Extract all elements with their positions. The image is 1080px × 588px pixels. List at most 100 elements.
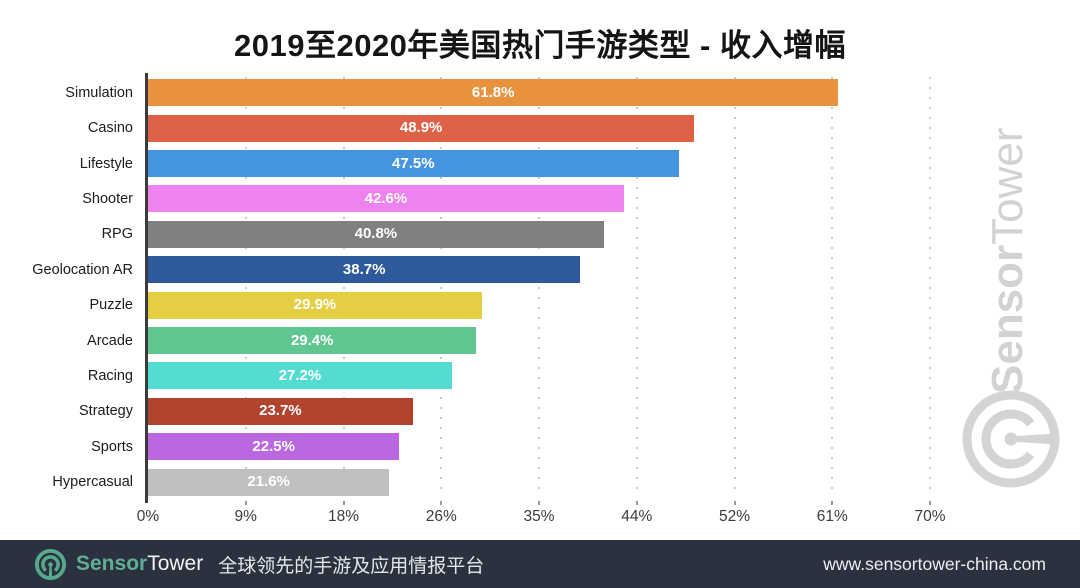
bar-shooter: 42.6% [148, 185, 624, 213]
category-label: Strategy [79, 403, 133, 420]
bar-simulation: 61.8% [148, 79, 839, 107]
tick-mark [733, 501, 736, 505]
gridline [831, 77, 834, 496]
x-tick-label: 26% [425, 508, 457, 525]
bar-geolocation-ar: 38.7% [148, 256, 581, 284]
gridline [538, 77, 540, 496]
footer-brand-bold: Sensor [76, 552, 148, 575]
bar-row: Racing 27.2% [0, 358, 930, 393]
value-label: 29.4% [290, 331, 334, 349]
gridlines [148, 75, 931, 505]
gridline [929, 77, 931, 496]
value-label: 21.6% [247, 473, 290, 491]
bar-row: Geolocation AR 38.7% [0, 252, 930, 287]
category-label: Puzzle [89, 297, 133, 314]
category-label: Racing [87, 367, 133, 384]
x-tick-label: 52% [718, 508, 751, 525]
bar-track: 27.2% [148, 362, 930, 390]
footer-url: www.sensortower-china.com [823, 553, 1046, 574]
bar-track: 48.9% [148, 114, 930, 142]
value-label: 27.2% [278, 367, 322, 385]
value-label: 48.9% [399, 119, 443, 137]
tick-mark [440, 501, 443, 505]
x-tick-label: 44% [621, 508, 653, 525]
category-label: Hypercasual [52, 474, 133, 491]
tick-mark [635, 501, 638, 505]
bar-row: Simulation 61.8% [0, 75, 930, 110]
value-label: 42.6% [364, 190, 408, 208]
bar-row: Arcade 29.4% [0, 323, 930, 358]
bar-row: Shooter 42.6% [0, 181, 930, 216]
bar-track: 38.7% [148, 256, 930, 284]
bar-row: Hypercasual 21.6% [0, 464, 930, 499]
value-label: 23.7% [259, 402, 302, 420]
footer-bar: SensorTower 全球领先的手游及应用情报平台 www.sensortow… [0, 540, 1080, 588]
gridline [440, 77, 443, 496]
bar-puzzle: 29.9% [148, 291, 483, 319]
bar-lifestyle: 47.5% [148, 150, 679, 178]
gridline [342, 77, 345, 496]
bar-casino: 48.9% [148, 114, 695, 142]
bar-row: Sports 22.5% [0, 429, 930, 464]
x-tick-label: 18% [327, 508, 360, 525]
y-axis-line [145, 73, 148, 503]
bar-row: RPG 40.8% [0, 217, 930, 252]
category-label: Lifestyle [79, 155, 133, 172]
bar-row: Casino 48.9% [0, 110, 930, 145]
x-tick-label: 9% [234, 508, 257, 525]
bar-row: Lifestyle 47.5% [0, 146, 930, 181]
bar-rpg: 40.8% [148, 220, 604, 248]
bar-track: 22.5% [148, 433, 930, 461]
x-tick-label: 0% [136, 508, 160, 525]
category-label: Simulation [65, 84, 133, 101]
category-label: Sports [91, 438, 133, 455]
category-label: Geolocation AR [32, 261, 133, 278]
bar-chart: Simulation 61.8% Casino 48.9% Lifestyle 47.5%… [0, 73, 1080, 555]
gridline [733, 77, 736, 496]
chart-title: 2019至2020年美国热门手游类型 - 收入增幅 [234, 28, 846, 63]
bar-track: 40.8% [148, 220, 930, 248]
gridline [635, 77, 638, 496]
x-tick-label: 70% [914, 508, 946, 525]
bar-track: 23.7% [148, 397, 930, 425]
value-label: 47.5% [392, 154, 435, 172]
value-label: 29.9% [293, 296, 337, 314]
value-label: 22.5% [252, 437, 295, 455]
bar-track: 42.6% [148, 185, 930, 213]
value-label: 40.8% [354, 225, 398, 243]
value-label: 38.7% [342, 260, 386, 278]
tick-mark [244, 501, 247, 505]
sensortower-footer-logo-icon [34, 548, 67, 580]
bar-row: Strategy 23.7% [0, 394, 930, 429]
bar-hypercasual: 21.6% [148, 468, 390, 496]
tick-mark [929, 501, 931, 505]
sensortower-logo-icon [962, 390, 1060, 488]
bar-track: 21.6% [148, 468, 930, 496]
x-tick-label: 61% [816, 508, 848, 525]
gridline [244, 77, 247, 496]
tick-mark [538, 501, 540, 505]
bar-sports: 22.5% [148, 433, 400, 461]
bar-arcade: 29.4% [148, 327, 477, 355]
footer-brand-light: Tower [147, 552, 204, 575]
category-label: Casino [87, 120, 133, 137]
bar-rows: Simulation 61.8% Casino 48.9% Lifestyle 47.5%… [0, 75, 930, 500]
bar-track: 29.9% [148, 291, 930, 319]
footer-brand: SensorTower [76, 552, 203, 576]
bar-track: 47.5% [148, 150, 930, 178]
footer-tagline: 全球领先的手游及应用情报平台 [218, 555, 485, 577]
x-tick-label: 35% [523, 508, 555, 525]
bar-track: 29.4% [148, 327, 930, 355]
bar-strategy: 23.7% [148, 397, 413, 425]
bar-racing: 27.2% [148, 362, 452, 390]
value-label: 61.8% [471, 83, 515, 101]
bar-row: Puzzle 29.9% [0, 287, 930, 322]
category-label: RPG [101, 226, 133, 243]
tick-mark [831, 501, 834, 505]
bar-track: 61.8% [148, 79, 930, 107]
category-label: Shooter [82, 190, 133, 207]
tick-mark [342, 501, 345, 505]
x-axis-tick-labels: 0% 9% 18% 26% 35% 44% 52% 61% 70% [137, 508, 946, 532]
category-label: Arcade [87, 332, 133, 349]
